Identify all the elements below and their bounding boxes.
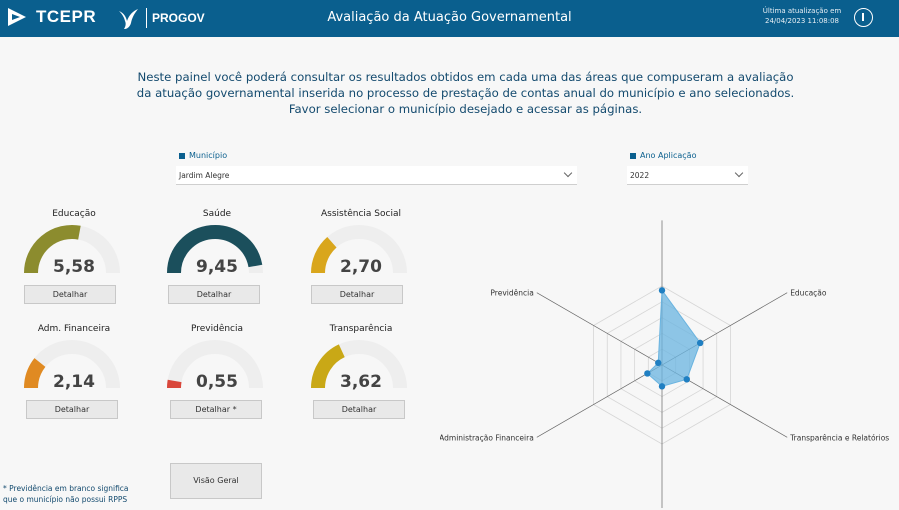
radar-axis-label: Educação bbox=[790, 289, 827, 298]
gauge-fill bbox=[167, 225, 263, 274]
gauge-track bbox=[167, 340, 263, 389]
gauge-title: Educação bbox=[52, 209, 96, 219]
radar-labels: SaúdeEducaçãoTransparência e RelatóriosA… bbox=[440, 289, 889, 443]
ano-label-marker bbox=[630, 152, 636, 159]
bird-icon bbox=[119, 9, 138, 29]
radar-axis-line bbox=[536, 292, 663, 366]
gauge-arc bbox=[311, 225, 407, 274]
logo-divider bbox=[146, 8, 147, 28]
radar-axis-label: Previdência bbox=[490, 289, 533, 298]
radar-point bbox=[658, 383, 666, 390]
radar-area bbox=[646, 288, 701, 387]
detalhar-saude-button[interactable]: Detalhar bbox=[168, 285, 260, 304]
progov-logo: PROGOV bbox=[116, 5, 205, 31]
intro-line-2: da atuação governamental inserida no pro… bbox=[136, 86, 795, 100]
gauge-fill bbox=[166, 379, 182, 389]
info-icon bbox=[862, 13, 864, 21]
footnote-line-2: que o município não possui RPPS bbox=[3, 495, 128, 504]
municipio-select[interactable]: Jardim Alegre bbox=[176, 166, 577, 185]
gauge-title: Adm. Financeira bbox=[37, 324, 111, 334]
ano-select-value: 2022 bbox=[630, 171, 650, 180]
tcepr-logo: TCEPR bbox=[6, 6, 96, 28]
gauge-arc bbox=[24, 225, 120, 274]
ano-label: Ano Aplicação bbox=[630, 151, 696, 160]
ano-select[interactable]: 2022 bbox=[627, 166, 748, 185]
gauge-value: 2,70 bbox=[340, 257, 382, 277]
radar-axis-label: Transparência e Relatórios bbox=[789, 433, 889, 442]
gauge-fill bbox=[24, 358, 46, 389]
visao-geral-button[interactable]: Visão Geral bbox=[170, 463, 262, 499]
chevron-down-icon bbox=[734, 168, 744, 178]
radar-point bbox=[658, 287, 666, 294]
previdencia-footnote: * Previdência em branco significa que o … bbox=[3, 483, 153, 505]
municipio-label-text: Município bbox=[189, 151, 228, 160]
gauge-fill bbox=[24, 225, 81, 274]
detalhar-educacao-button[interactable]: Detalhar bbox=[24, 285, 116, 304]
footnote-line-1: * Previdência em branco significa bbox=[3, 484, 129, 493]
gauge-value: 0,55 bbox=[196, 372, 238, 392]
detalhar-adm-financeira-button[interactable]: Detalhar bbox=[26, 400, 118, 419]
gauge-title: Saúde bbox=[202, 209, 232, 219]
radar-series bbox=[644, 287, 704, 390]
radar-point bbox=[655, 359, 662, 367]
radar-point bbox=[683, 376, 690, 383]
gauge-value: 9,45 bbox=[196, 257, 238, 277]
gauge-arc bbox=[166, 340, 263, 389]
tcepr-logo-text: TCEPR bbox=[36, 7, 97, 26]
chevron-down-icon bbox=[563, 168, 573, 178]
radar-point bbox=[696, 339, 704, 347]
last-update-label: Última atualização em bbox=[762, 7, 842, 15]
municipio-label-marker bbox=[179, 152, 185, 159]
ano-label-text: Ano Aplicação bbox=[640, 151, 697, 160]
detalhar-assistencia-social-button[interactable]: Detalhar bbox=[311, 285, 403, 304]
gauge-value: 2,14 bbox=[53, 372, 95, 392]
gauge-value: 5,58 bbox=[53, 257, 95, 277]
tcepr-logo-icon bbox=[8, 8, 26, 26]
gauge-arc bbox=[311, 340, 407, 389]
municipio-label: Município bbox=[179, 151, 227, 160]
intro-line-3: Favor selecionar o município desejado e … bbox=[288, 102, 643, 116]
radar-point bbox=[644, 370, 651, 377]
gauge-arc bbox=[167, 225, 263, 274]
radar-axis-label: Administração Financeira bbox=[440, 433, 534, 442]
gauge-fill bbox=[311, 344, 346, 389]
gauge-fill bbox=[311, 237, 337, 274]
radar-chart: SaúdeEducaçãoTransparência e RelatóriosA… bbox=[440, 220, 889, 508]
gauge-value: 3,62 bbox=[340, 372, 382, 392]
intro-text: Neste painel você poderá consultar os re… bbox=[0, 69, 899, 117]
detalhar-transparencia-button[interactable]: Detalhar bbox=[313, 400, 405, 419]
header-bar: TCEPR PROGOV Avaliação da Atuação Govern… bbox=[0, 0, 899, 37]
gauge-arc bbox=[24, 340, 120, 389]
intro-line-1: Neste painel você poderá consultar os re… bbox=[137, 70, 794, 84]
gauge-title: Previdência bbox=[190, 324, 244, 334]
last-update-value: 24/04/2023 11:08:08 bbox=[764, 17, 839, 25]
detalhar-previdencia-button[interactable]: Detalhar * bbox=[170, 400, 262, 419]
municipio-select-value: Jardim Alegre bbox=[179, 171, 230, 180]
gauge-title: Assistência Social bbox=[320, 209, 401, 219]
last-update: Última atualização em 24/04/2023 11:08:0… bbox=[750, 6, 854, 26]
progov-logo-text: PROGOV bbox=[152, 11, 205, 25]
page-title: Avaliação da Atuação Governamental bbox=[327, 10, 572, 25]
radar-axis-line bbox=[536, 364, 663, 438]
info-button[interactable] bbox=[854, 8, 873, 27]
gauge-title: Transparência bbox=[329, 324, 393, 334]
